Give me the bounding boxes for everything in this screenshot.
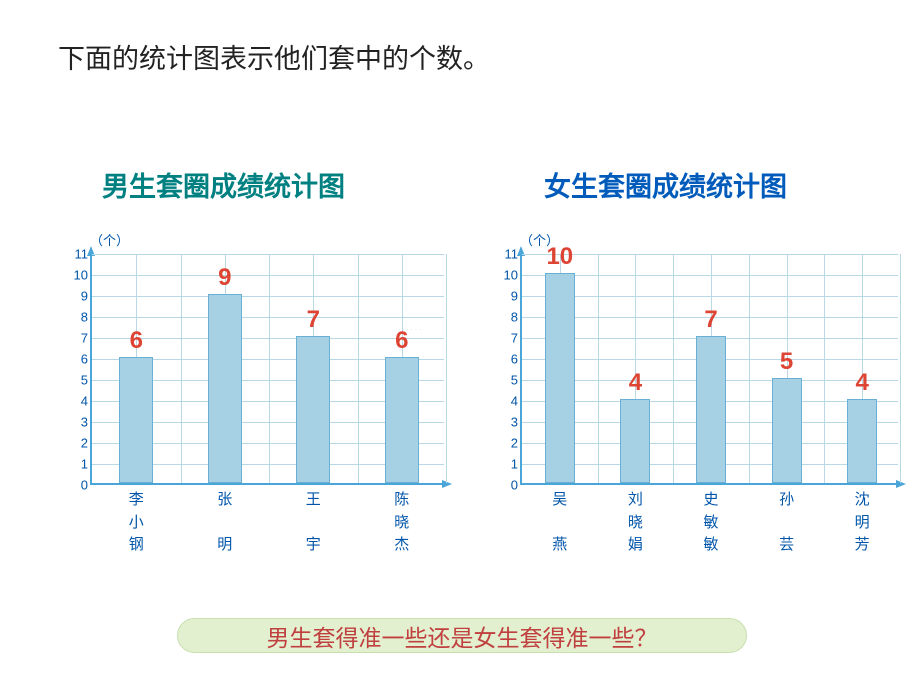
grid-row xyxy=(92,275,444,276)
grid-row xyxy=(522,275,898,276)
grid-row xyxy=(522,296,898,297)
y-tick-label: 7 xyxy=(81,331,88,346)
y-tick-label: 10 xyxy=(504,268,518,283)
chart-grid: 0123456789101110吴 燕4刘晓娟7史敏敏5孙 芸4沈明芳 xyxy=(520,254,898,485)
bar xyxy=(296,336,330,483)
bar-value-label: 4 xyxy=(842,369,882,397)
y-tick-label: 9 xyxy=(81,289,88,304)
bar-name-label: 王 宇 xyxy=(293,489,333,557)
y-tick-label: 7 xyxy=(511,331,518,346)
bar-value-label: 9 xyxy=(205,264,245,292)
y-tick-label: 8 xyxy=(511,310,518,325)
intro-text: 下面的统计图表示他们套中的个数。 xyxy=(58,37,490,76)
grid-row xyxy=(92,296,444,297)
bar-value-label: 4 xyxy=(615,369,655,397)
grid-col xyxy=(749,254,750,483)
bar-value-label: 5 xyxy=(767,348,807,376)
y-tick-label: 2 xyxy=(81,436,88,451)
bar-name-label: 张 明 xyxy=(205,489,245,557)
bar-value-label: 10 xyxy=(540,243,580,271)
y-tick-label: 8 xyxy=(81,310,88,325)
y-tick-label: 6 xyxy=(511,352,518,367)
grid-col xyxy=(824,254,825,483)
y-tick-label: 1 xyxy=(511,457,518,472)
y-tick-label: 11 xyxy=(75,247,89,262)
question-box: 男生套得准一些还是女生套得准一些？ xyxy=(177,618,747,653)
question-text: 男生套得准一些还是女生套得准一些？ xyxy=(267,619,658,653)
bar-name-label: 吴 燕 xyxy=(540,489,580,557)
y-tick-label: 11 xyxy=(505,247,519,262)
bar xyxy=(119,357,153,483)
watermark: ...... xyxy=(398,323,423,332)
bar-name-label: 孙 芸 xyxy=(767,489,807,557)
y-tick-label: 4 xyxy=(511,394,518,409)
y-tick-label: 5 xyxy=(81,373,88,388)
y-tick-label: 10 xyxy=(74,268,88,283)
x-axis-arrow-icon xyxy=(442,480,452,488)
y-tick-label: 4 xyxy=(81,394,88,409)
bar xyxy=(620,399,650,483)
bar-name-label: 李小钢 xyxy=(116,489,156,557)
bar-name-label: 刘晓娟 xyxy=(615,489,655,557)
grid-col xyxy=(673,254,674,483)
y-tick-label: 6 xyxy=(81,352,88,367)
bar xyxy=(385,357,419,483)
grid-col xyxy=(358,254,359,483)
grid-row xyxy=(92,317,444,318)
grid-row xyxy=(92,254,444,255)
y-tick-label: 0 xyxy=(511,478,518,493)
y-tick-label: 3 xyxy=(511,415,518,430)
grid-col xyxy=(900,254,901,483)
bar xyxy=(208,294,242,483)
bar xyxy=(772,378,802,483)
bar xyxy=(696,336,726,483)
y-tick-label: 3 xyxy=(81,415,88,430)
y-tick-label: 0 xyxy=(81,478,88,493)
y-tick-label: 2 xyxy=(511,436,518,451)
x-axis-arrow-icon xyxy=(896,480,906,488)
bar xyxy=(545,273,575,483)
chart-title-boys: 男生套圈成绩统计图 xyxy=(102,165,345,204)
bar-name-label: 陈晓杰 xyxy=(382,489,422,557)
y-tick-label: 5 xyxy=(511,373,518,388)
bar-value-label: 6 xyxy=(116,327,156,355)
bar-value-label: 7 xyxy=(691,306,731,334)
grid-col xyxy=(446,254,447,483)
y-tick-label: 9 xyxy=(511,289,518,304)
bar-name-label: 沈明芳 xyxy=(842,489,882,557)
bar xyxy=(847,399,877,483)
y-tick-label: 1 xyxy=(81,457,88,472)
grid-col xyxy=(269,254,270,483)
y-unit-label: （个） xyxy=(90,230,129,249)
bar-name-label: 史敏敏 xyxy=(691,489,731,557)
grid-col xyxy=(598,254,599,483)
chart-grid: 012345678910116李小钢9张 明7王 宇6陈晓杰 xyxy=(90,254,444,485)
bar-value-label: 7 xyxy=(293,306,333,334)
chart-title-girls: 女生套圈成绩统计图 xyxy=(544,165,787,204)
grid-col xyxy=(181,254,182,483)
